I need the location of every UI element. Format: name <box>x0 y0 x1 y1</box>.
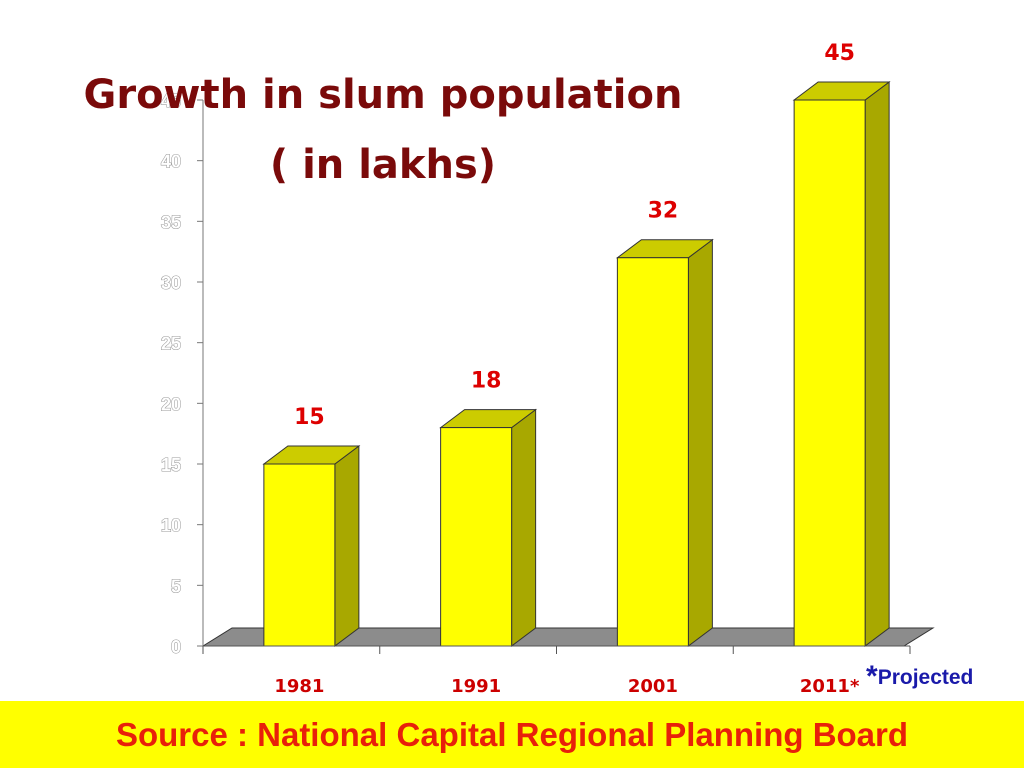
bars <box>262 81 891 647</box>
x-tick-label: 1991 <box>451 676 501 697</box>
data-label: 45 <box>824 41 855 66</box>
y-tick-label: 35 <box>161 212 181 232</box>
bar-front <box>616 257 689 647</box>
y-tick-label: 40 <box>161 152 181 172</box>
y-tick-label: 25 <box>161 334 181 354</box>
bar-side <box>864 81 890 647</box>
y-tick-label: 20 <box>161 394 181 414</box>
projected-note: *Projected <box>866 660 973 694</box>
data-label: 32 <box>648 199 679 224</box>
y-tick-label: 0 <box>171 637 181 657</box>
bar-side <box>687 238 713 647</box>
x-tick-label: 2001 <box>628 676 678 697</box>
x-axis: 1981 1991 2001 2011* <box>202 645 911 697</box>
bar <box>615 238 714 647</box>
y-tick-label: 30 <box>161 273 181 293</box>
y-axis: 0 5 10 15 20 25 30 35 40 45 <box>160 90 204 658</box>
y-tick-label: 10 <box>161 516 181 536</box>
source-text: Source : National Capital Regional Plann… <box>115 715 909 753</box>
source-banner: Source : National Capital Regional Plann… <box>0 701 1024 768</box>
bar <box>792 81 891 647</box>
bar-front <box>793 99 866 647</box>
x-tick-label: 2011* <box>800 676 860 697</box>
bar-side <box>511 408 537 647</box>
chart-title: Growth in slum population ( in lakhs) <box>84 72 683 188</box>
data-label: 18 <box>471 369 502 394</box>
bar-chart: 0 5 10 15 20 25 30 35 40 45 15 18 32 45 1981 1991 2001… <box>84 41 935 697</box>
y-tick-label: 15 <box>161 455 181 475</box>
bar <box>262 445 361 647</box>
projected-text: Projected <box>877 666 974 689</box>
data-label: 15 <box>294 405 325 430</box>
y-tick-label: 5 <box>171 576 181 596</box>
data-labels: 15 18 32 45 <box>294 41 855 430</box>
bar-side <box>334 445 360 647</box>
x-tick-label: 1981 <box>274 676 324 697</box>
y-tick-label: 45 <box>161 91 181 111</box>
bar <box>439 408 538 647</box>
chart-title-line-2: ( in lakhs) <box>270 142 496 188</box>
chart-title-line-1: Growth in slum population <box>84 72 683 118</box>
projected-star: * <box>866 660 878 693</box>
bar-front <box>440 427 513 647</box>
bar-front <box>263 463 336 647</box>
